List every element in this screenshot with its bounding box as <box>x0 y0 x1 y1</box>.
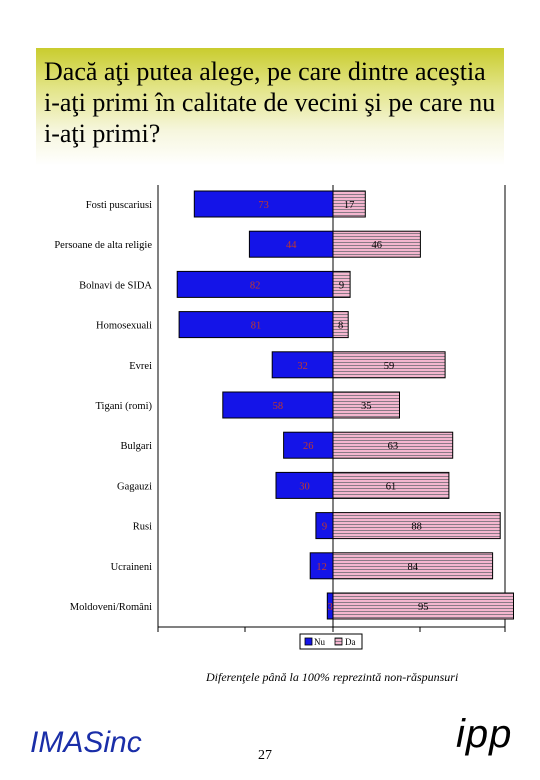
bar-label-da: 88 <box>411 522 422 533</box>
bar-label-nu: 32 <box>297 361 308 372</box>
bar-nu <box>222 391 334 419</box>
bar-da <box>332 391 400 419</box>
bar-label-nu: 44 <box>286 240 297 251</box>
bar-da <box>332 552 494 580</box>
bar-label-nu: 73 <box>258 200 269 211</box>
bar-label-da: 61 <box>386 481 397 492</box>
bar-nu <box>271 351 334 379</box>
bar-label-nu: 58 <box>273 401 284 412</box>
brand-name: IMASinc <box>30 726 142 759</box>
category-label: Tigani (romi) <box>96 401 153 412</box>
bar-label-nu: 12 <box>316 562 327 573</box>
legend-box <box>299 633 363 650</box>
category-label: Bulgari <box>121 441 153 452</box>
bar-label-nu: 9 <box>322 522 327 533</box>
bar-label-da: 46 <box>371 240 382 251</box>
category-label: Moldoveni/Români <box>70 602 152 613</box>
category-label: Ucraineni <box>111 562 152 573</box>
diverging-bar-chart: Fosti puscariusi 73 17 Persoane de alta rel… <box>54 185 514 650</box>
bar-label-nu: 81 <box>251 321 262 332</box>
bar-da <box>332 190 366 218</box>
bar-label-da: 59 <box>384 361 395 372</box>
bar-da <box>332 351 446 379</box>
category-label: Bolnavi de SIDA <box>79 280 152 291</box>
bar-label-da: 9 <box>339 280 344 291</box>
bar-nu <box>275 471 334 499</box>
bar-da <box>332 230 421 258</box>
bar-label-da: 63 <box>388 441 399 452</box>
bar-label-da: 17 <box>344 200 355 211</box>
bar-label-da: 35 <box>361 401 372 412</box>
bar-da <box>332 512 501 540</box>
category-label: Homosexuali <box>96 321 152 332</box>
bar-label-nu: 30 <box>299 481 310 492</box>
bar-nu <box>248 230 334 258</box>
bar-da <box>332 270 351 298</box>
bar-da <box>332 311 349 339</box>
bar-label-da: 84 <box>408 562 419 573</box>
category-label: Evrei <box>129 361 152 372</box>
bar-label-da: 95 <box>418 602 429 613</box>
category-label: Fosti puscariusi <box>86 200 152 211</box>
ipp-logo: ipp <box>456 712 513 756</box>
bar-label-nu: 82 <box>250 280 261 291</box>
category-label: Persoane de alta religie <box>54 240 152 251</box>
legend-label-da: Da <box>345 637 356 647</box>
legend-swatch-da <box>334 637 343 646</box>
legend-swatch-nu <box>304 637 313 646</box>
legend-label-nu: Nu <box>314 637 325 647</box>
page-number: 27 <box>258 748 272 763</box>
bar-nu <box>178 311 334 339</box>
bar-nu <box>283 431 334 459</box>
bar-da <box>332 431 454 459</box>
bar-da <box>332 471 450 499</box>
category-label: Gagauzi <box>117 481 152 492</box>
bar-da <box>332 592 514 620</box>
bar-nu <box>176 270 334 298</box>
bar-label-da: 8 <box>338 321 343 332</box>
title-banner: Dacă aţi putea alege, pe care dintre ace… <box>36 48 504 166</box>
footnote: Diferenţele până la 100% reprezintă non-… <box>206 670 459 684</box>
bar-label-nu: 3 <box>328 602 333 613</box>
bar-label-nu: 26 <box>303 441 314 452</box>
category-label: Rusi <box>133 522 152 533</box>
chart-title: Dacă aţi putea alege, pe care dintre ace… <box>44 57 496 148</box>
